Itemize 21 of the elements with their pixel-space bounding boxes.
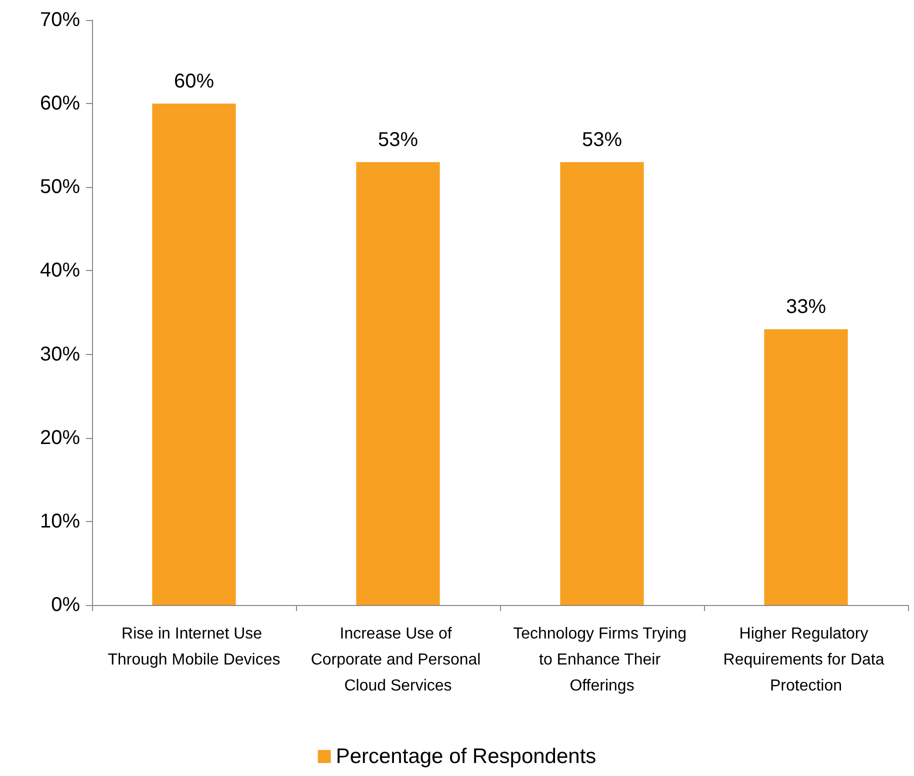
x-tick-label: Rise in Internet Use Through Mobile Devices xyxy=(108,626,280,668)
bar xyxy=(560,162,644,605)
x-tick-label: Higher Regulatory Requirements for Data Protection xyxy=(723,626,889,694)
y-tick-label: 20% xyxy=(40,426,80,449)
legend-label: Percentage of Respondents xyxy=(336,745,596,768)
x-tick-label: Technology Firms Trying to Enhance Their Offerings xyxy=(513,626,691,694)
y-tick-label: 10% xyxy=(40,510,80,532)
y-tick-label: 30% xyxy=(40,343,80,366)
y-tick-label: 70% xyxy=(40,9,80,31)
y-tick-label: 0% xyxy=(51,594,80,616)
data-label: 53% xyxy=(582,129,622,152)
data-label: 33% xyxy=(786,296,826,318)
data-label: 53% xyxy=(378,129,418,152)
data-label: 60% xyxy=(174,70,214,93)
x-tick-label: Increase Use of Corporate and Personal Cloud Services xyxy=(310,626,486,694)
y-tick-label: 60% xyxy=(40,92,80,115)
y-tick-label: 40% xyxy=(40,260,80,282)
bar xyxy=(152,104,236,605)
bar xyxy=(356,162,440,605)
bar xyxy=(764,329,848,605)
y-tick-label: 50% xyxy=(40,176,80,198)
